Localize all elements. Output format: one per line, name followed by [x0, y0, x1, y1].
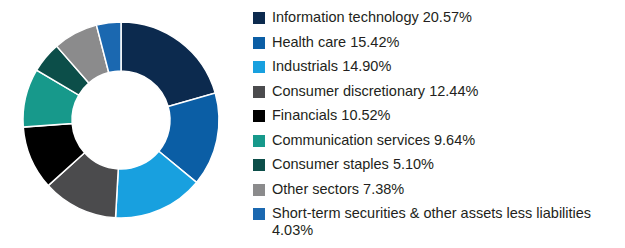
legend-category: Other sectors: [272, 181, 359, 197]
legend-swatch: [253, 208, 265, 220]
legend-item: Communication services 9.64%: [253, 132, 608, 149]
legend-category: Consumer discretionary: [272, 83, 425, 99]
legend-category: Information technology: [272, 9, 419, 25]
slice: [23, 124, 84, 186]
slice: [116, 151, 197, 218]
legend-item: Industrials 14.90%: [253, 58, 608, 75]
legend-label: Other sectors 7.38%: [272, 181, 608, 198]
legend-value: 5.10%: [393, 156, 434, 172]
legend-value: 9.64%: [434, 132, 475, 148]
legend-item: Consumer staples 5.10%: [253, 156, 608, 173]
legend-value: 20.57%: [423, 9, 472, 25]
legend-swatch: [253, 184, 265, 196]
legend-value: 15.42%: [350, 34, 399, 50]
legend-category: Financials: [272, 107, 337, 123]
legend-category: Industrials: [272, 58, 338, 74]
legend-label: Communication services 9.64%: [272, 132, 608, 149]
legend-swatch: [253, 110, 265, 122]
legend-value: 10.52%: [341, 107, 390, 123]
legend-category: Health care: [272, 34, 346, 50]
slices: [23, 22, 219, 218]
legend-value: 4.03%: [272, 222, 313, 238]
legend-label: Consumer discretionary 12.44%: [272, 83, 608, 100]
legend-item: Health care 15.42%: [253, 34, 608, 51]
legend-label: Industrials 14.90%: [272, 58, 608, 75]
legend-label: Information technology 20.57%: [272, 9, 608, 26]
legend-label: Health care 15.42%: [272, 34, 608, 51]
legend-item: Other sectors 7.38%: [253, 181, 608, 198]
legend-swatch: [253, 135, 265, 147]
legend-swatch: [253, 86, 265, 98]
legend-swatch: [253, 12, 265, 24]
legend-value: 14.90%: [342, 58, 391, 74]
legend-category: Communication services: [272, 132, 430, 148]
legend-value: 7.38%: [363, 181, 404, 197]
legend-item: Consumer discretionary 12.44%: [253, 83, 608, 100]
legend-swatch: [253, 61, 265, 73]
legend-value: 12.44%: [429, 83, 478, 99]
legend-category: Short-term securities & other assets les…: [272, 205, 591, 221]
legend-label: Consumer staples 5.10%: [272, 156, 608, 173]
legend-label: Short-term securities & other assets les…: [272, 205, 608, 239]
legend-swatch: [253, 159, 265, 171]
legend-item: Short-term securities & other assets les…: [253, 205, 608, 239]
legend-item: Financials 10.52%: [253, 107, 608, 124]
slice: [96, 22, 121, 73]
slice: [121, 22, 215, 107]
legend-item: Information technology 20.57%: [253, 9, 608, 26]
legend-swatch: [253, 37, 265, 49]
legend-label: Financials 10.52%: [272, 107, 608, 124]
legend-category: Consumer staples: [272, 156, 389, 172]
